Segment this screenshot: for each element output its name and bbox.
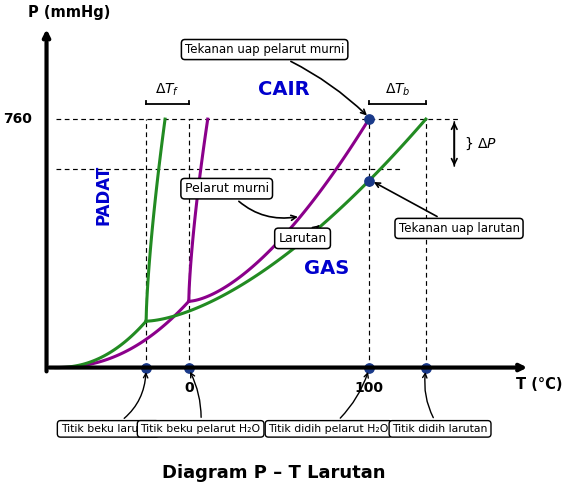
Point: [364, 115, 373, 123]
Text: Larutan: Larutan: [279, 226, 327, 245]
Text: CAIR: CAIR: [258, 80, 310, 99]
Point: [364, 364, 373, 372]
Text: Tekanan uap pelarut murni: Tekanan uap pelarut murni: [185, 43, 366, 114]
Text: Titik didih pelarut H₂O: Titik didih pelarut H₂O: [268, 374, 389, 434]
Point: [421, 364, 431, 372]
Text: Titik beku pelarut H₂O: Titik beku pelarut H₂O: [141, 373, 260, 434]
Text: T (°C): T (°C): [516, 377, 563, 393]
Text: 100: 100: [354, 381, 384, 395]
Text: Titik didih larutan: Titik didih larutan: [392, 374, 488, 434]
Text: Tekanan uap larutan: Tekanan uap larutan: [375, 183, 520, 235]
Text: 0: 0: [184, 381, 194, 395]
Text: $\Delta T_f$: $\Delta T_f$: [155, 81, 180, 97]
Text: 760: 760: [3, 112, 32, 126]
Text: P (mmHg): P (mmHg): [28, 5, 110, 20]
Text: GAS: GAS: [303, 259, 349, 278]
Point: [184, 364, 193, 372]
Point: [142, 364, 151, 372]
Text: PADAT: PADAT: [94, 165, 112, 225]
Text: Titik beku larutan: Titik beku larutan: [60, 374, 156, 434]
Text: Diagram P – T Larutan: Diagram P – T Larutan: [162, 464, 386, 482]
Text: $\}\ \Delta P$: $\}\ \Delta P$: [464, 136, 497, 152]
Text: $\Delta T_b$: $\Delta T_b$: [385, 81, 410, 97]
Text: Pelarut murni: Pelarut murni: [185, 182, 296, 220]
Point: [364, 177, 373, 185]
